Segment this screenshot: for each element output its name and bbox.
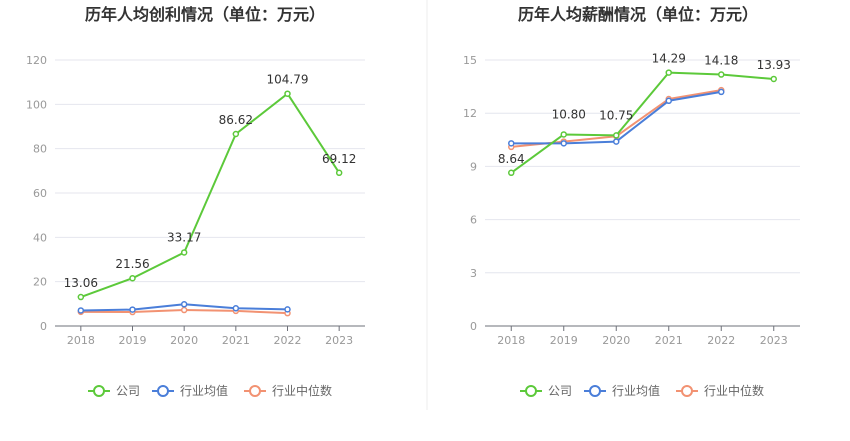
data-label: 21.56 [115, 257, 149, 271]
data-point [232, 130, 240, 138]
data-label: 14.29 [652, 52, 686, 66]
legend-label: 公司 [116, 384, 140, 398]
data-label: 13.93 [757, 58, 791, 72]
legend-marker [249, 385, 261, 397]
data-point [129, 306, 136, 313]
data-point [180, 249, 188, 256]
data-point [560, 131, 567, 138]
data-label: 10.75 [599, 108, 633, 122]
data-point [560, 140, 567, 147]
data-label: 13.06 [64, 276, 98, 290]
y-tick-label: 80 [33, 143, 47, 156]
chart-panel-2: 历年人均薪酬情况（单位：万元） 0 3 6 9 12 15 2018 2019 2020 2021 2… [463, 5, 800, 398]
data-point [613, 132, 620, 139]
y-tick-label: 0 [470, 320, 477, 333]
x-tick-label: 2019 [119, 334, 147, 347]
x-tick-label: 2018 [67, 334, 95, 347]
data-point [129, 274, 136, 282]
x-tick-label: 2019 [550, 334, 578, 347]
y-tick-label: 12 [463, 107, 477, 120]
x-tick-label: 2023 [325, 334, 353, 347]
data-point [665, 97, 672, 105]
data-point [508, 169, 515, 177]
legend-marker [525, 385, 537, 397]
data-point [508, 140, 515, 147]
series-line-1 [80, 92, 341, 298]
data-label: 14.18 [704, 54, 738, 68]
y-tick-label: 9 [470, 160, 477, 173]
chart-title: 历年人均薪酬情况（单位：万元） [518, 5, 758, 24]
data-point [180, 306, 188, 314]
legend-label: 行业中位数 [704, 383, 764, 398]
data-point [613, 138, 620, 145]
y-tick-label: 3 [470, 267, 477, 280]
y-tick-label: 15 [463, 54, 477, 67]
x-tick-label: 2021 [222, 334, 250, 347]
chart-title: 历年人均创利情况（单位：万元） [85, 5, 325, 24]
data-point [665, 69, 672, 76]
y-tick-label: 120 [26, 54, 47, 67]
data-point [284, 306, 291, 313]
data-label: 33.17 [167, 230, 201, 244]
x-tick-label: 2021 [655, 334, 683, 347]
legend-marker [157, 385, 169, 397]
data-label: 10.80 [552, 107, 586, 121]
data-point [180, 301, 188, 308]
chart-panel-1: 历年人均创利情况（单位：万元） 0 20 40 60 80 100 120 2018 2019 20… [26, 5, 365, 398]
data-label: 86.62 [219, 113, 253, 127]
x-tick-label: 2018 [497, 334, 525, 347]
legend-marker [589, 385, 601, 397]
data-point [284, 90, 291, 97]
data-point [718, 71, 725, 78]
y-tick-label: 6 [470, 214, 477, 227]
data-point [770, 75, 777, 83]
y-tick-label: 20 [33, 276, 47, 289]
x-tick-label: 2020 [170, 334, 198, 347]
y-tick-label: 100 [26, 98, 47, 111]
data-point [335, 169, 343, 177]
legend-label: 行业中位数 [272, 383, 332, 398]
data-label: 69.12 [322, 152, 356, 166]
legend-marker [93, 385, 105, 397]
data-label: 104.79 [267, 73, 309, 87]
data-point [77, 293, 85, 301]
x-tick-label: 2023 [760, 334, 788, 347]
legend-label: 行业均值 [180, 383, 228, 398]
data-point [77, 307, 85, 314]
data-point [232, 305, 240, 312]
data-label: 8.64 [498, 152, 525, 166]
y-tick-label: 40 [33, 231, 47, 244]
legend-marker [681, 385, 693, 397]
series-line-1 [510, 71, 774, 174]
x-tick-label: 2020 [602, 334, 630, 347]
x-tick-label: 2022 [707, 334, 735, 347]
data-point [718, 88, 725, 96]
y-tick-label: 60 [33, 187, 47, 200]
legend-label: 公司 [548, 384, 572, 398]
y-tick-label: 0 [40, 320, 47, 333]
legend-label: 行业均值 [612, 383, 660, 398]
x-tick-label: 2022 [274, 334, 302, 347]
